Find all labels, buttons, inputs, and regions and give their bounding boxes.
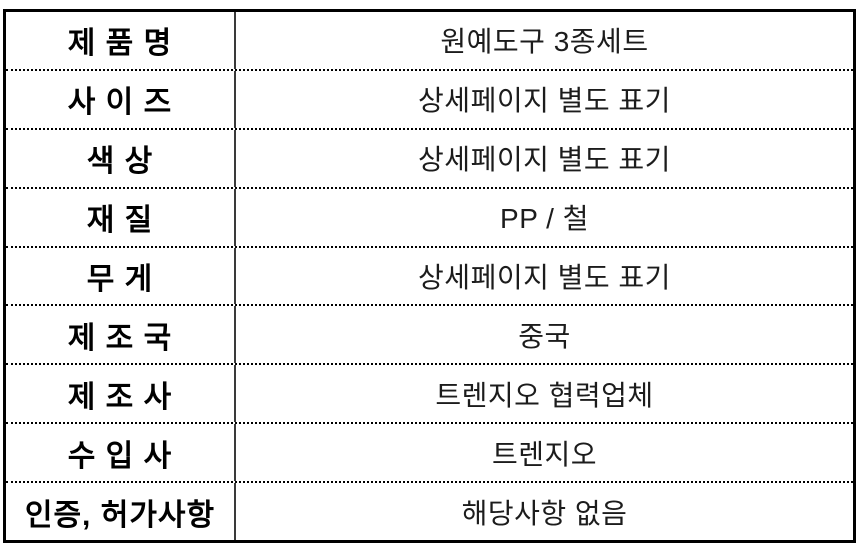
table-row: 제 조 국 중국 xyxy=(6,304,853,364)
row-value-certification: 해당사항 없음 xyxy=(461,497,628,529)
row-value-product-name: 원예도구 3종세트 xyxy=(440,26,649,58)
row-value-material: PP / 철 xyxy=(500,203,589,235)
row-label-material: 재 질 xyxy=(6,188,236,246)
row-value-country: 중국 xyxy=(518,320,571,352)
row-label-product-name: 제 품 명 xyxy=(6,12,236,69)
table-row: 색 상 상세페이지 별도 표기 xyxy=(6,127,853,187)
row-label-manufacturer: 제 조 사 xyxy=(6,365,236,423)
row-value-color: 상세페이지 별도 표기 xyxy=(418,144,671,176)
row-value-manufacturer: 트렌지오 협력업체 xyxy=(435,379,654,411)
row-label-certification: 인증, 허가사항 xyxy=(6,483,236,541)
row-label-size: 사 이 즈 xyxy=(6,70,236,128)
table-row: 재 질 PP / 철 xyxy=(6,186,853,246)
table-row: 사 이 즈 상세페이지 별도 표기 xyxy=(6,68,853,128)
row-label-country: 제 조 국 xyxy=(6,306,236,364)
row-value-importer: 트렌지오 xyxy=(491,438,598,470)
row-label-weight: 무 게 xyxy=(6,247,236,305)
table-row: 제 품 명 원예도구 3종세트 xyxy=(6,12,853,69)
product-info-table: 제 품 명 원예도구 3종세트 사 이 즈 상세페이지 별도 표기 색 상 상세… xyxy=(3,9,856,543)
table-row: 인증, 허가사항 해당사항 없음 xyxy=(6,481,853,541)
table-row: 제 조 사 트렌지오 협력업체 xyxy=(6,363,853,423)
row-value-size: 상세페이지 별도 표기 xyxy=(418,85,671,117)
table-row: 수 입 사 트렌지오 xyxy=(6,422,853,482)
row-label-color: 색 상 xyxy=(6,129,236,187)
table-row: 무 게 상세페이지 별도 표기 xyxy=(6,245,853,305)
row-value-weight: 상세페이지 별도 표기 xyxy=(418,262,671,293)
row-label-importer: 수 입 사 xyxy=(6,424,236,482)
